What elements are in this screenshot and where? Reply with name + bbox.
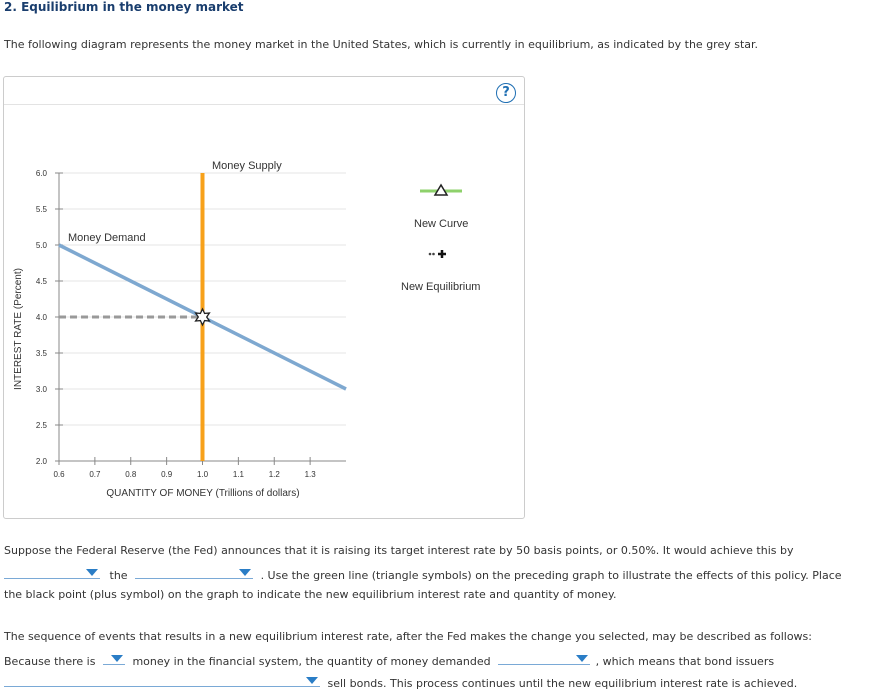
chevron-down-icon: [306, 677, 318, 684]
question-title: 2. Equilibrium in the money market: [4, 0, 244, 14]
q2-line3: sell bonds. This process continues until…: [4, 674, 797, 690]
money-amount-dropdown[interactable]: [102, 652, 125, 665]
x-tick-label: 0.8: [125, 470, 137, 479]
x-tick-label: 1.0: [197, 470, 209, 479]
q1-line2-text: . Use the green line (triangle symbols) …: [260, 569, 842, 582]
graph-panel: ? 6.0 5.5 5.0 4.5 4.0 3.5 3.0 2.5 2.0 0.6 0.7 0.8 0.…: [3, 76, 525, 519]
y-tick-label: 2.5: [36, 421, 48, 430]
x-tick-label: 0.9: [161, 470, 173, 479]
q1-the: the: [109, 569, 128, 582]
money-demand-label: Money Demand: [68, 232, 146, 244]
dot-icon: [428, 252, 432, 256]
y-tick-label: 3.5: [36, 349, 48, 358]
q2-line2-mid: money in the financial system, the quant…: [132, 655, 491, 668]
graph-toolbar: [4, 77, 524, 105]
chevron-down-icon: [110, 655, 123, 662]
new-equilibrium-tool[interactable]: [428, 250, 446, 258]
new-curve-label: New Curve: [414, 218, 469, 230]
bond-issuers-dropdown[interactable]: [4, 674, 320, 687]
policy-tool-dropdown[interactable]: [4, 566, 100, 579]
y-tick-label: 6.0: [36, 169, 48, 178]
help-icon[interactable]: ?: [496, 83, 516, 103]
y-tick-label: 3.0: [36, 385, 48, 394]
x-tick-label: 0.6: [53, 470, 65, 479]
q2-line2-end: , which means that bond issuers: [595, 655, 775, 668]
equilibrium-star-icon[interactable]: [194, 307, 211, 327]
q1-line2: the . Use the green line (triangle symbo…: [4, 566, 842, 582]
q1-line1: Suppose the Federal Reserve (the Fed) an…: [4, 544, 794, 557]
x-axis-label: QUANTITY OF MONEY (Trillions of dollars): [106, 488, 299, 499]
q2-line1: The sequence of events that results in a…: [4, 630, 812, 643]
chevron-down-icon: [86, 569, 98, 576]
q2-because: Because there is: [4, 655, 96, 668]
y-tick-label: 4.0: [36, 313, 48, 322]
new-equilibrium-label: New Equilibrium: [401, 281, 481, 293]
y-tick-label: 5.5: [36, 205, 48, 214]
y-tick-label: 2.0: [36, 457, 48, 466]
money-market-chart[interactable]: 6.0 5.5 5.0 4.5 4.0 3.5 3.0 2.5 2.0 0.6 0.7 0.8 0.9 1…: [4, 77, 524, 518]
intro-text: The following diagram represents the mon…: [4, 38, 759, 51]
x-tick-label: 1.2: [269, 470, 281, 479]
q1-line3: the black point (plus symbol) on the gra…: [4, 588, 617, 601]
x-tick-label: 1.3: [305, 470, 317, 479]
quantity-demanded-dropdown[interactable]: [498, 652, 591, 665]
x-tick-label: 0.7: [89, 470, 101, 479]
dot-icon: [432, 252, 435, 256]
y-tick-label: 5.0: [36, 241, 48, 250]
chart-ticks: 6.0 5.5 5.0 4.5 4.0 3.5 3.0 2.5 2.0 0.6 0.7 0.8 0.9 1…: [36, 169, 316, 479]
money-supply-label: Money Supply: [212, 160, 282, 172]
plus-icon: [438, 250, 446, 258]
chart-series: [58, 173, 347, 461]
q2-line3-text: sell bonds. This process continues until…: [327, 677, 798, 690]
chevron-down-icon: [576, 655, 589, 662]
y-axis-label: INTEREST RATE (Percent): [13, 268, 24, 390]
new-curve-tool[interactable]: [420, 183, 462, 196]
chevron-down-icon: [239, 569, 252, 576]
triangle-icon: [433, 183, 449, 196]
q2-line2: Because there is money in the financial …: [4, 652, 774, 668]
y-tick-label: 4.5: [36, 277, 48, 286]
x-tick-label: 1.1: [233, 470, 245, 479]
policy-target-dropdown[interactable]: [135, 566, 254, 579]
